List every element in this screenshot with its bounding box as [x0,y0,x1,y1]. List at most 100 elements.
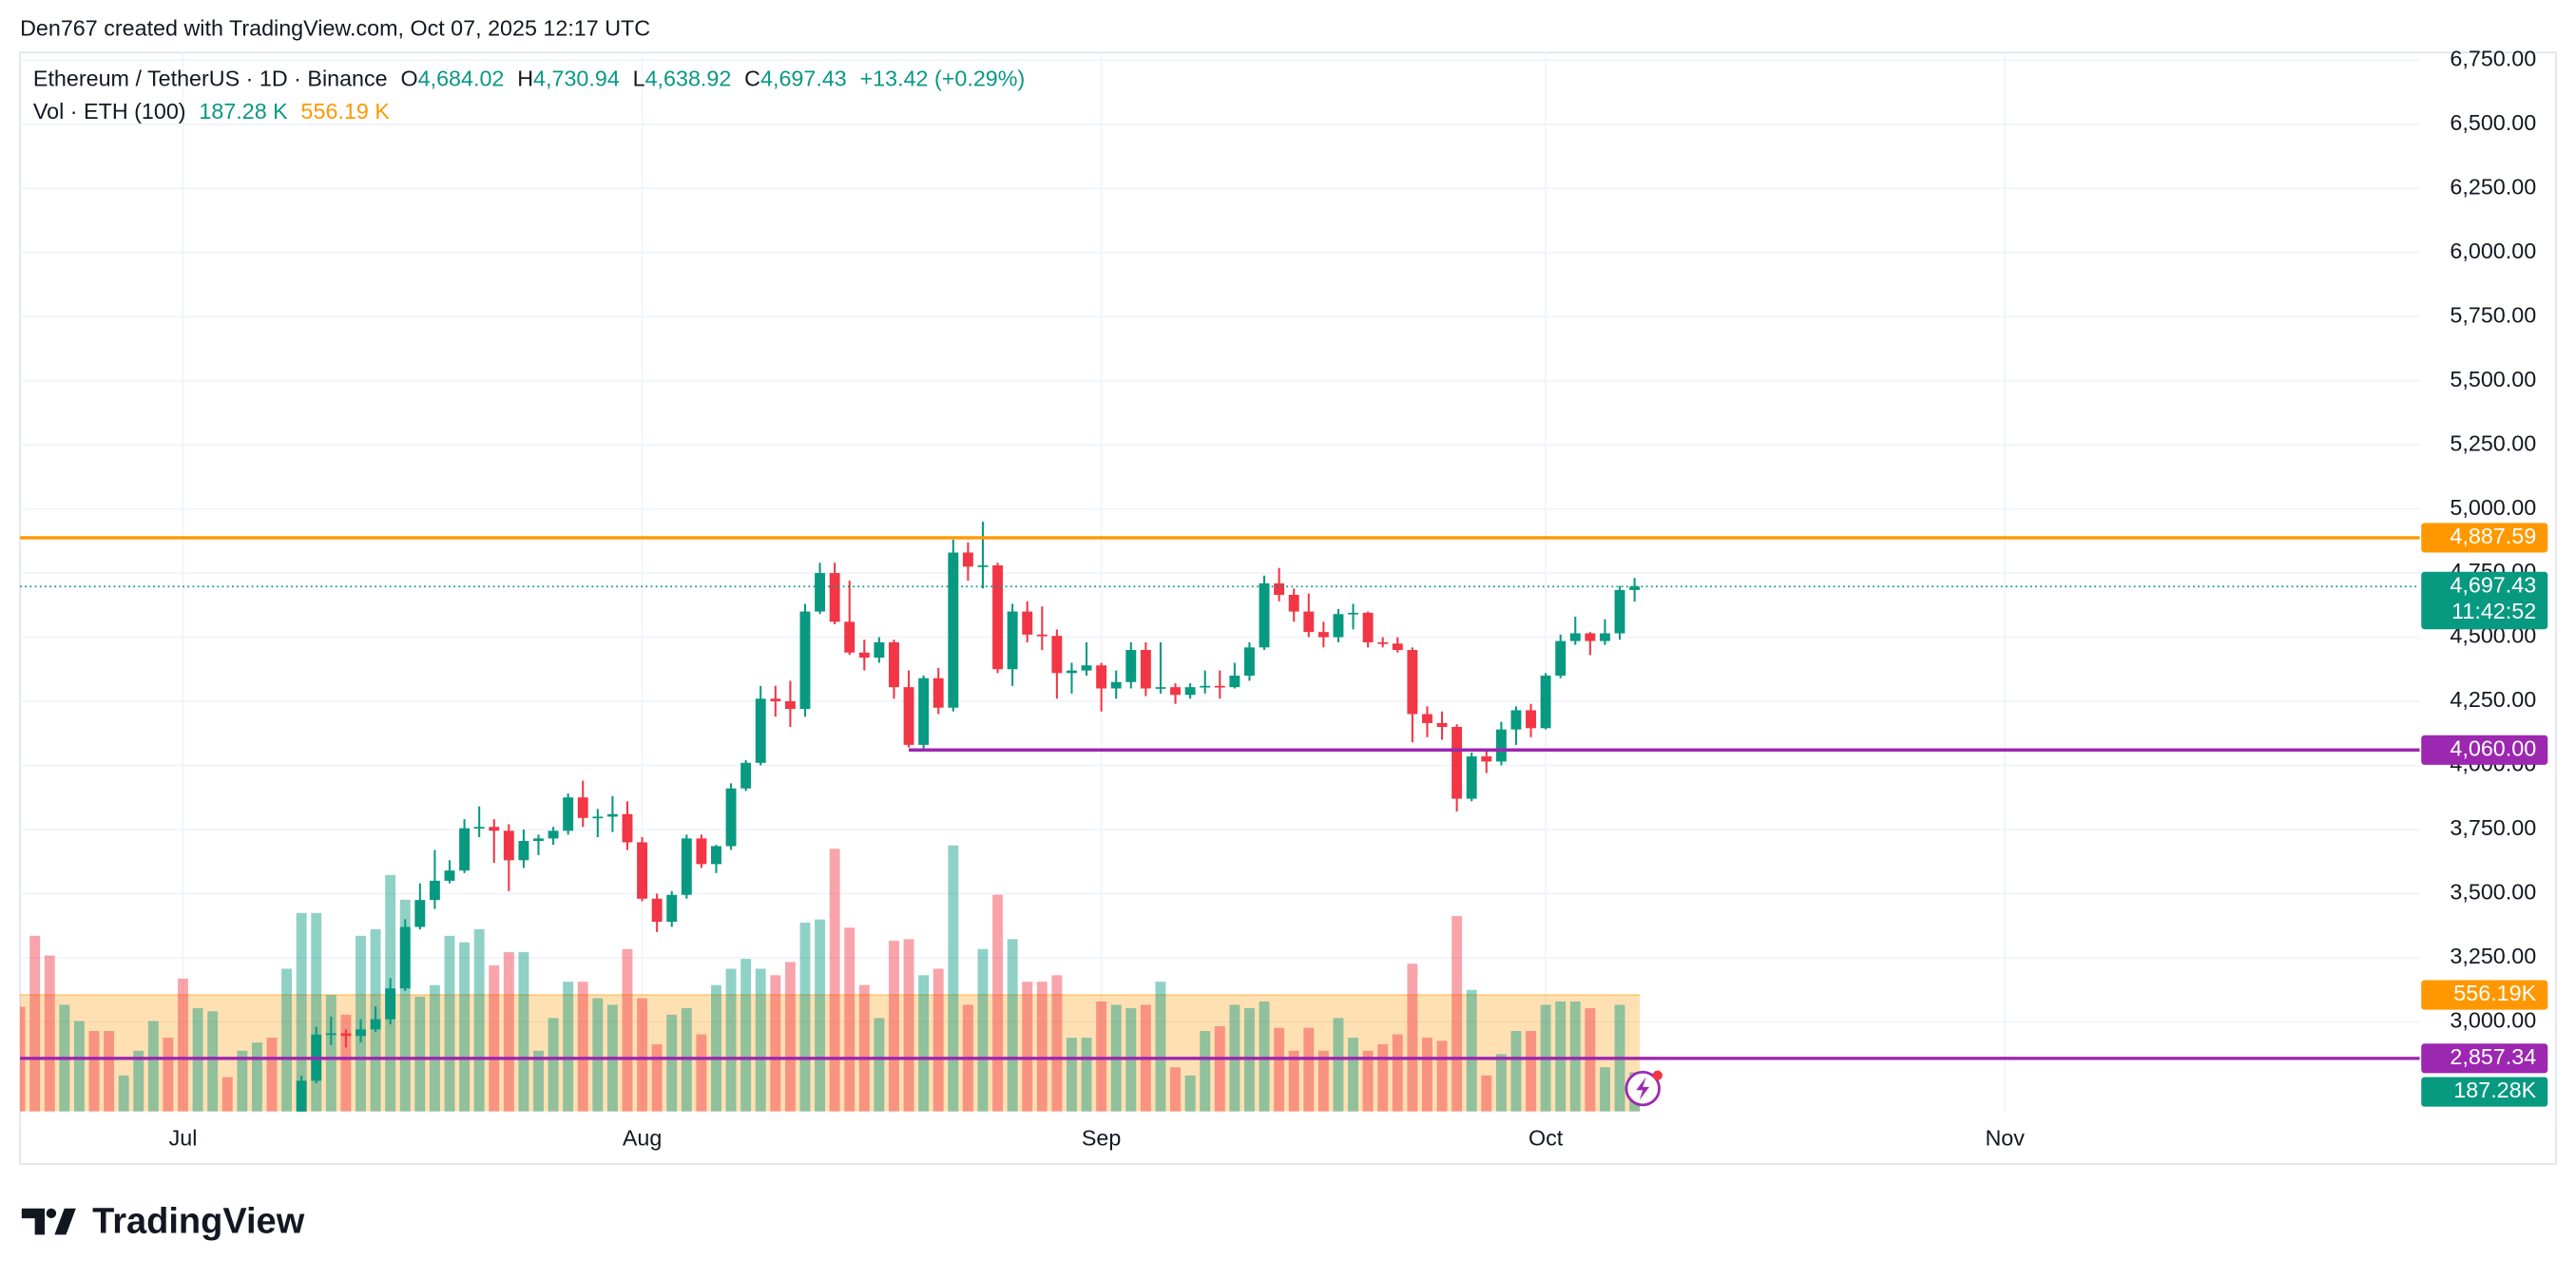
volume-bar [503,952,514,1112]
candle-body [414,900,426,927]
volume-bar [340,1014,352,1112]
last-price-label: 4,697.43 [2450,572,2536,597]
candle-body [1081,665,1092,671]
y-tick-label: 5,250.00 [2450,430,2536,455]
volume-bar [1421,1038,1432,1112]
candle-body [1110,681,1122,689]
volume-bar [889,941,899,1112]
o: O [400,67,417,91]
candle-body [1317,632,1329,638]
change: +13.42 (+0.29%) [860,67,1026,91]
volume-bar [1081,1038,1092,1112]
candle-body [948,552,959,708]
volume-bar [977,948,989,1112]
volume-bar [1303,1027,1315,1112]
candle-body [1510,710,1522,730]
volume-bar [88,1031,100,1112]
candle-body [992,564,1004,670]
volume-bar [874,1018,885,1112]
candle-body [1421,714,1432,723]
candle-body [1259,582,1270,648]
candle-body [1407,650,1418,715]
candle-body [1200,685,1211,688]
candle-body [1274,582,1285,596]
volume-bar [711,984,721,1112]
candle-body [533,838,544,842]
volume-bar [1407,964,1418,1112]
candle-body [399,926,411,989]
volume-bar [1348,1038,1358,1112]
volume-bar [1362,1050,1374,1112]
volume-ma-tag-box [2421,980,2548,1010]
y-tick-label: 5,750.00 [2450,302,2536,327]
volume-bar [1526,1031,1536,1112]
volume-bar [1481,1075,1492,1112]
candle-body [874,641,885,659]
candle-body [681,838,692,895]
candle-body [1140,650,1151,689]
candle-body [1184,687,1196,696]
candle-body [829,573,840,622]
levels: 4,887.59 4,060.00 2,857.34 4,697.4311:42:52… [20,523,2548,1107]
candle-body [962,552,973,567]
volume-bar [73,1021,85,1112]
vol-value: 187.28 K [199,99,288,124]
volume-bar [311,912,322,1112]
candle-body [666,894,678,923]
candle-body [473,827,485,829]
candle-body [1244,647,1255,677]
volume-bar [1377,1043,1389,1112]
volume-bar [1495,1054,1507,1112]
volume-bar [592,998,604,1112]
volume-bar [622,948,633,1112]
y-tick-label: 4,250.00 [2450,687,2536,712]
volume-bar [1051,975,1063,1112]
candle-body [1614,589,1625,634]
level-label: 2,857.34 [2450,1044,2536,1069]
volume-bar [399,899,411,1112]
candle-body [1451,726,1463,799]
candle-body [651,898,663,923]
volume-bar [251,1042,262,1112]
candle-body [444,870,455,881]
volume-bar [1451,916,1463,1112]
y-tick-label: 6,250.00 [2450,174,2536,199]
candle-body [1051,636,1063,674]
candle-body [104,1171,114,1173]
candle-body [918,678,930,745]
volume-bar [696,1034,707,1112]
volume-bar [459,942,471,1112]
candle-body [1392,643,1403,651]
volume-bar [918,975,930,1112]
candle-body [932,678,944,708]
y-tick-label: 3,250.00 [2450,944,2536,968]
volume-bar [651,1043,663,1112]
volume-bar [533,1050,544,1112]
high: 4,730.94 [533,67,620,91]
candle-body [1362,612,1374,642]
volume-bar [577,982,588,1112]
candle-body [1495,729,1507,762]
volume-bar [325,995,336,1112]
volume-bar [207,1011,219,1112]
candle-body [858,652,870,659]
volume-bar [1067,1038,1077,1112]
volume-bar [1184,1075,1196,1112]
l: L [633,67,645,91]
volume-bar [44,955,55,1112]
candle-body [356,1029,366,1037]
candle-body [133,1167,144,1171]
volume-bar [1392,1034,1403,1112]
candle-body [237,1146,247,1149]
candle-body [740,762,752,789]
candle-body [799,611,811,710]
volume-bar [770,975,781,1112]
candle-body [1348,612,1358,615]
volume-bar [1036,982,1048,1112]
y-tick-label: 5,000.00 [2450,495,2536,520]
candle-body [563,797,574,831]
volume [20,845,1641,1112]
volume-bar [666,1014,678,1112]
